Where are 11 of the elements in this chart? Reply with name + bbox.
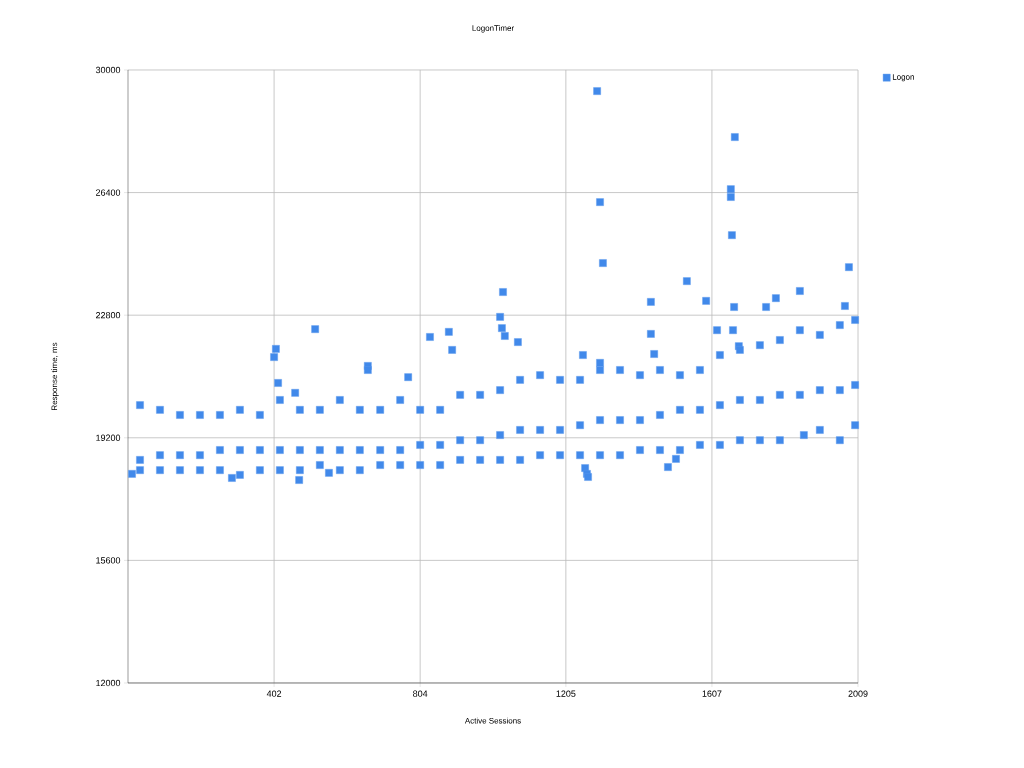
y-tick-label: 30000 [95, 66, 121, 74]
y-tick-label: 12000 [96, 679, 121, 687]
y-tick-label: 15600 [96, 557, 121, 564]
x-tick-label: 2009 [848, 690, 868, 697]
y-tick-label: 26400 [96, 189, 121, 196]
x-tick-label: 1607 [702, 690, 722, 697]
x-tick-label: 402 [266, 690, 282, 697]
y-tick-label: 19200 [96, 434, 121, 441]
y-tick-label: 22800 [96, 312, 121, 319]
x-tick-label: 804 [413, 690, 428, 697]
x-tick-label: 1205 [556, 690, 576, 697]
